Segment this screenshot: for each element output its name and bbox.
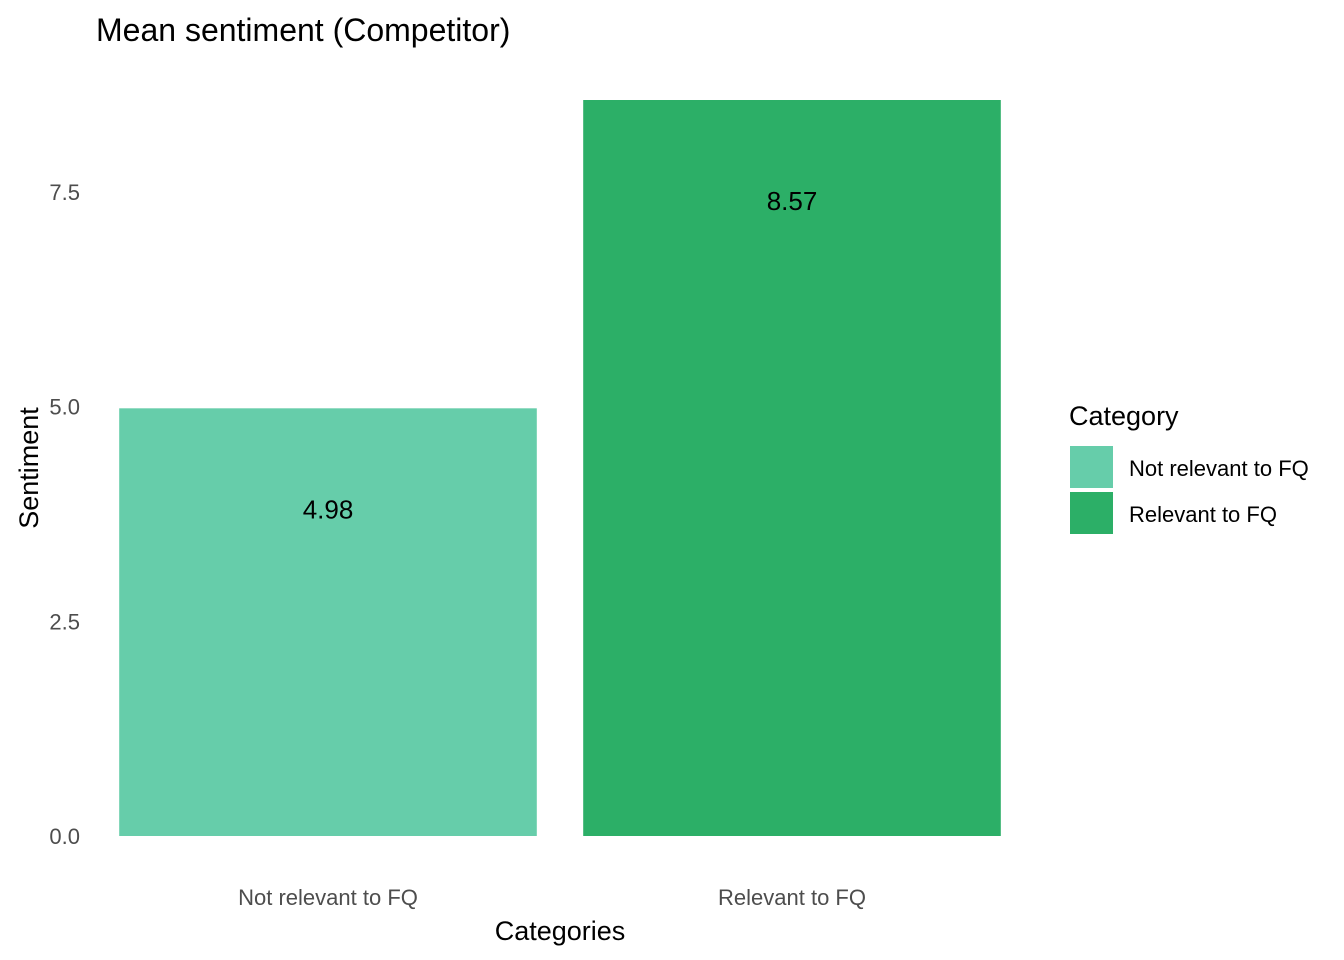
y-tick-label: 5.0 xyxy=(49,395,80,420)
x-tick-label: Not relevant to FQ xyxy=(238,885,418,910)
legend-title: Category xyxy=(1069,401,1179,431)
bar xyxy=(583,100,1001,836)
y-tick-label: 7.5 xyxy=(49,180,80,205)
bar-value-label: 4.98 xyxy=(303,494,354,524)
x-tick-label: Relevant to FQ xyxy=(718,885,866,910)
bar-value-labels: 4.98 8.57 xyxy=(303,186,818,524)
bar-value-label: 8.57 xyxy=(767,186,818,216)
y-tick-label: 0.0 xyxy=(49,824,80,849)
x-axis-title: Categories xyxy=(495,916,626,946)
chart-title: Mean sentiment (Competitor) xyxy=(96,12,510,48)
legend: Category Not relevant to FQ Relevant to F… xyxy=(1069,401,1309,534)
legend-swatch xyxy=(1070,492,1113,534)
legend-swatch xyxy=(1070,446,1113,488)
legend-label: Not relevant to FQ xyxy=(1129,456,1309,481)
y-tick-label: 2.5 xyxy=(49,609,80,634)
y-axis-ticks: 0.0 2.5 5.0 7.5 xyxy=(49,180,80,849)
legend-label: Relevant to FQ xyxy=(1129,502,1277,527)
legend-entries: Not relevant to FQ Relevant to FQ xyxy=(1070,446,1309,534)
bars xyxy=(119,100,1001,836)
x-axis-ticks: Not relevant to FQ Relevant to FQ xyxy=(238,885,866,910)
y-axis-title: Sentiment xyxy=(14,407,44,529)
bar xyxy=(119,408,537,836)
